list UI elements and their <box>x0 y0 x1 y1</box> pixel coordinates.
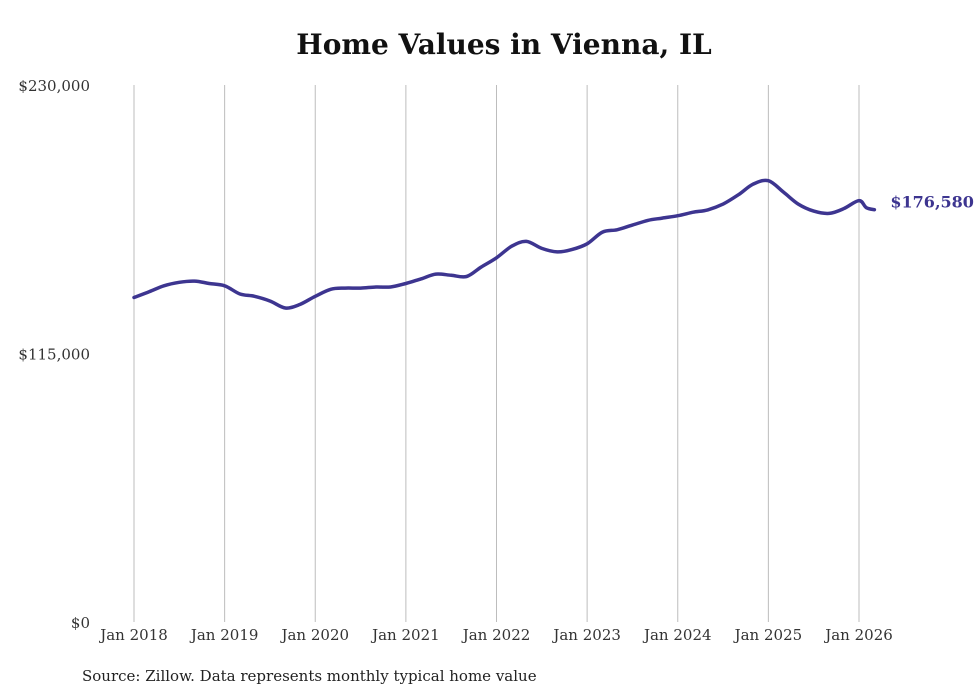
series-layer: $176,580 <box>132 178 974 310</box>
y-tick-label: $230,000 <box>18 77 90 95</box>
end-value-label: $176,580 <box>890 193 974 212</box>
x-tick-label: Jan 2022 <box>461 626 531 644</box>
x-tick-label: Jan 2026 <box>823 626 893 644</box>
chart-title: Home Values in Vienna, IL <box>296 28 712 61</box>
y-tick-label: $0 <box>71 614 90 632</box>
source-note: Source: Zillow. Data represents monthly … <box>82 667 537 685</box>
x-tick-label: Jan 2021 <box>370 626 440 644</box>
x-tick-label: Jan 2025 <box>733 626 803 644</box>
series-line <box>132 178 877 310</box>
x-tick-label: Jan 2023 <box>551 626 621 644</box>
gridlines <box>133 85 860 622</box>
x-axis: Jan 2018 Jan 2019 Jan 2020 Jan 2021 Jan 2022… <box>98 626 893 644</box>
y-tick-label: $115,000 <box>18 346 90 364</box>
y-axis: $230,000 $115,000 $0 <box>18 77 90 632</box>
x-tick-label: Jan 2020 <box>279 626 349 644</box>
x-tick-label: Jan 2019 <box>189 626 259 644</box>
x-tick-label: Jan 2018 <box>98 626 168 644</box>
x-tick-label: Jan 2024 <box>642 626 712 644</box>
